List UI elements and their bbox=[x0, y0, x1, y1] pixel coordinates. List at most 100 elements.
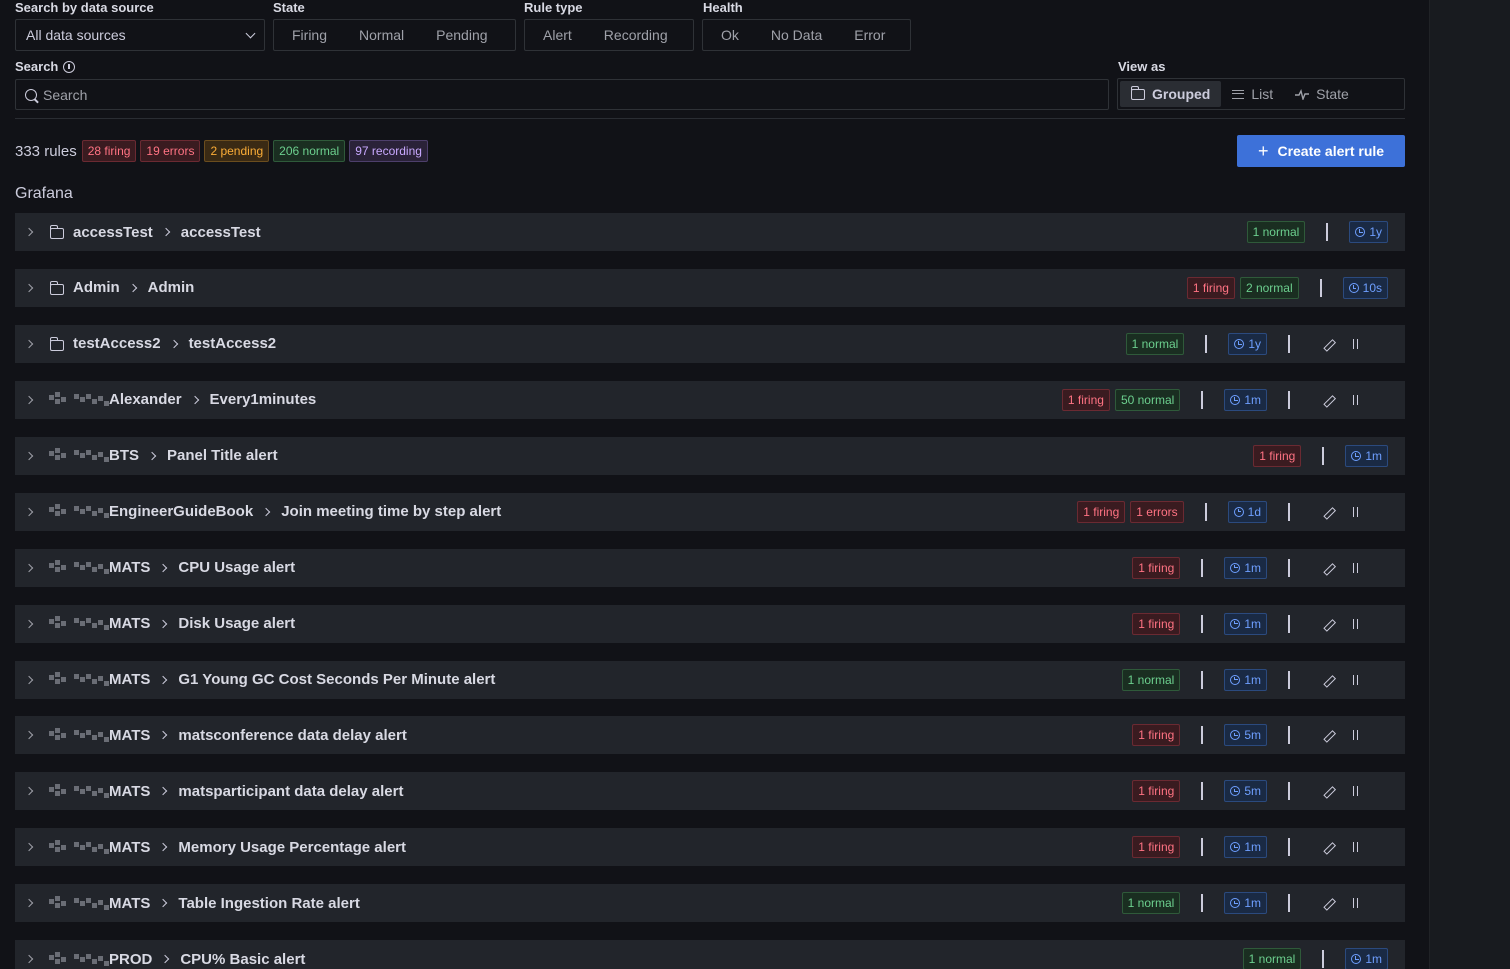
state-option-normal[interactable]: Normal bbox=[359, 27, 405, 43]
firing-badge: 1 firing bbox=[1061, 388, 1110, 411]
firing-badge: 1 firing bbox=[1132, 556, 1181, 579]
interval-badge: 1m bbox=[1224, 556, 1267, 579]
sort-icon[interactable] bbox=[1350, 617, 1364, 631]
sort-icon[interactable] bbox=[1350, 337, 1364, 351]
rule-group-row[interactable]: Admin Admin 1 firing 2 normal 10s bbox=[15, 268, 1405, 307]
divider bbox=[1201, 390, 1204, 409]
interval-badge: 5m bbox=[1224, 780, 1267, 803]
group-name: Join meeting time by step alert bbox=[281, 503, 502, 521]
chevron-right-icon[interactable] bbox=[24, 283, 34, 293]
normal-badge: 1 normal bbox=[1121, 892, 1181, 915]
divider bbox=[1288, 782, 1290, 801]
edit-icon[interactable] bbox=[1321, 617, 1335, 631]
row-status: 1 normal 1m bbox=[1121, 668, 1405, 691]
chevron-right-icon[interactable] bbox=[24, 899, 34, 908]
firing-badge: 1 firing bbox=[1253, 444, 1302, 467]
rule-group-row[interactable]: MATS matsparticipant data delay alert 1 fi… bbox=[15, 772, 1405, 811]
state-option-pending[interactable]: Pending bbox=[436, 27, 488, 43]
sort-icon[interactable] bbox=[1350, 561, 1364, 575]
redacted-mosaic bbox=[49, 727, 109, 743]
sort-icon[interactable] bbox=[1350, 728, 1364, 742]
search-input[interactable] bbox=[43, 86, 943, 103]
sort-icon[interactable] bbox=[1350, 840, 1364, 854]
datasource-select[interactable]: All data sources bbox=[15, 19, 265, 51]
namespace-name: testAccess2 bbox=[73, 335, 161, 353]
interval-value: 1m bbox=[1244, 392, 1261, 407]
divider bbox=[1288, 838, 1290, 857]
chevron-right-icon[interactable] bbox=[24, 451, 34, 460]
group-name: matsparticipant data delay alert bbox=[178, 782, 404, 800]
chevron-right-icon[interactable] bbox=[24, 227, 34, 237]
rule-group-row[interactable]: Alexander Every1minutes 1 firing 50 normal 1… bbox=[15, 380, 1405, 419]
row-status: 1 normal 1m bbox=[1242, 948, 1405, 969]
rule-group-row[interactable]: PROD CPU% Basic alert 1 normal 1m bbox=[15, 940, 1405, 969]
divider bbox=[15, 118, 1405, 119]
rule-group-row[interactable]: MATS CPU Usage alert 1 firing 1m bbox=[15, 548, 1405, 587]
edit-icon[interactable] bbox=[1321, 728, 1335, 742]
chevron-right-icon[interactable] bbox=[24, 619, 34, 628]
search-label: Search bbox=[15, 59, 76, 74]
rule-group-row[interactable]: EngineerGuideBook Join meeting time by st… bbox=[15, 492, 1405, 531]
view-option-grouped[interactable]: Grouped bbox=[1120, 81, 1222, 107]
chevron-right-icon[interactable] bbox=[24, 787, 34, 796]
interval-value: 1m bbox=[1244, 896, 1261, 911]
divider bbox=[1201, 558, 1204, 577]
group-name: Memory Usage Percentage alert bbox=[178, 838, 406, 856]
chevron-right-icon[interactable] bbox=[24, 507, 34, 516]
edit-icon[interactable] bbox=[1321, 393, 1335, 407]
edit-icon[interactable] bbox=[1321, 337, 1335, 351]
chevron-right-icon[interactable] bbox=[24, 339, 34, 349]
right-gutter bbox=[1429, 0, 1510, 969]
sort-icon[interactable] bbox=[1350, 896, 1364, 910]
health-option-ok[interactable]: Ok bbox=[721, 27, 739, 43]
health-option-nodata[interactable]: No Data bbox=[770, 27, 823, 43]
normal-badge: 1 normal bbox=[1125, 332, 1185, 355]
row-status: 1 firing 1m bbox=[1132, 612, 1405, 635]
chevron-right-icon[interactable] bbox=[24, 954, 34, 964]
edit-icon[interactable] bbox=[1321, 840, 1335, 854]
sort-icon[interactable] bbox=[1350, 673, 1364, 687]
rule-group-row[interactable]: testAccess2 testAccess2 1 normal 1y bbox=[15, 324, 1405, 363]
create-alert-rule-button[interactable]: + Create alert rule bbox=[1237, 135, 1405, 167]
rule-group-row[interactable]: BTS Panel Title alert 1 firing 1m bbox=[15, 436, 1405, 475]
rule-group-row[interactable]: accessTest accessTest 1 normal 1y bbox=[15, 213, 1405, 251]
recording-count-badge: 97 recording bbox=[349, 140, 428, 162]
divider bbox=[1288, 614, 1290, 633]
state-option-firing[interactable]: Firing bbox=[292, 27, 328, 43]
edit-icon[interactable] bbox=[1321, 561, 1335, 575]
divider bbox=[1201, 670, 1204, 689]
edit-icon[interactable] bbox=[1321, 505, 1335, 519]
ruletype-option-alert[interactable]: Alert bbox=[543, 27, 572, 43]
chevron-right-icon[interactable] bbox=[24, 675, 34, 684]
interval-badge: 1m bbox=[1224, 612, 1267, 635]
view-option-state[interactable]: State bbox=[1284, 81, 1360, 107]
interval-badge: 1m bbox=[1224, 668, 1267, 691]
redacted-mosaic bbox=[49, 895, 109, 911]
chevron-right-icon[interactable] bbox=[24, 731, 34, 740]
interval-badge: 1d bbox=[1227, 500, 1267, 523]
sort-icon[interactable] bbox=[1350, 784, 1364, 798]
namespace-name: MATS bbox=[109, 726, 151, 744]
sort-icon[interactable] bbox=[1350, 393, 1364, 407]
chevron-right-icon[interactable] bbox=[24, 843, 34, 852]
interval-badge: 5m bbox=[1224, 724, 1267, 747]
redacted-mosaic bbox=[49, 448, 109, 463]
rule-group-row[interactable]: MATS Table Ingestion Rate alert 1 normal 1m bbox=[15, 884, 1405, 923]
edit-icon[interactable] bbox=[1321, 673, 1335, 687]
view-option-list[interactable]: List bbox=[1221, 81, 1284, 107]
chevron-right-icon[interactable] bbox=[24, 563, 34, 572]
edit-icon[interactable] bbox=[1321, 784, 1335, 798]
sort-icon[interactable] bbox=[1350, 505, 1364, 519]
clock-icon bbox=[1230, 394, 1241, 405]
ruletype-option-recording[interactable]: Recording bbox=[603, 27, 668, 43]
breadcrumb-separator-icon bbox=[159, 619, 168, 628]
rule-group-row[interactable]: MATS Disk Usage alert 1 firing 1m bbox=[15, 604, 1405, 643]
rule-group-row[interactable]: MATS Memory Usage Percentage alert 1 firin… bbox=[15, 828, 1405, 867]
info-icon[interactable] bbox=[63, 60, 76, 73]
health-option-error[interactable]: Error bbox=[854, 27, 886, 43]
rule-group-row[interactable]: MATS G1 Young GC Cost Seconds Per Minute … bbox=[15, 660, 1405, 699]
rule-group-row[interactable]: MATS matsconference data delay alert 1 fir… bbox=[15, 716, 1405, 755]
breadcrumb-separator-icon bbox=[261, 507, 271, 516]
chevron-right-icon[interactable] bbox=[24, 395, 34, 405]
edit-icon[interactable] bbox=[1321, 896, 1335, 910]
